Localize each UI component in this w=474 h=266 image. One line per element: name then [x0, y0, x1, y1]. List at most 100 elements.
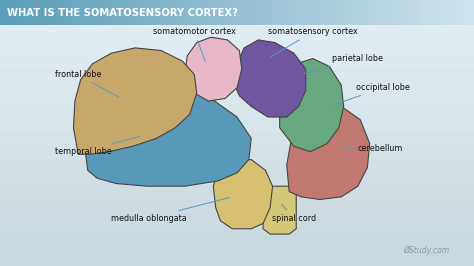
Bar — [199, 0, 204, 25]
Bar — [280, 0, 284, 25]
Bar — [0, 13, 474, 27]
Bar — [469, 0, 474, 25]
Bar — [152, 0, 156, 25]
Bar — [0, 40, 474, 53]
Bar — [166, 0, 171, 25]
Bar — [194, 0, 199, 25]
Bar — [275, 0, 280, 25]
Bar — [256, 0, 261, 25]
Bar — [128, 0, 133, 25]
Bar — [289, 0, 294, 25]
Bar — [109, 0, 114, 25]
Bar — [180, 0, 185, 25]
Bar — [327, 0, 332, 25]
Bar — [356, 0, 360, 25]
Bar — [171, 0, 175, 25]
Text: medulla oblongata: medulla oblongata — [111, 198, 229, 223]
Polygon shape — [213, 160, 273, 229]
Bar — [465, 0, 469, 25]
Polygon shape — [73, 48, 197, 154]
Bar — [374, 0, 379, 25]
Bar — [0, 226, 474, 239]
Bar — [57, 0, 62, 25]
Bar — [33, 0, 38, 25]
Text: spinal cord: spinal cord — [272, 204, 316, 223]
Bar — [47, 0, 52, 25]
Bar — [0, 200, 474, 213]
Bar — [0, 213, 474, 226]
Bar — [0, 133, 474, 146]
Bar — [370, 0, 374, 25]
Bar — [332, 0, 337, 25]
Bar — [360, 0, 365, 25]
Bar — [0, 0, 474, 13]
Bar — [412, 0, 417, 25]
Bar — [237, 0, 242, 25]
Bar — [303, 0, 308, 25]
Bar — [0, 173, 474, 186]
Bar — [142, 0, 147, 25]
Bar — [118, 0, 123, 25]
Bar — [427, 0, 431, 25]
Bar — [123, 0, 128, 25]
Bar — [114, 0, 118, 25]
Bar — [455, 0, 460, 25]
Bar — [0, 93, 474, 106]
Bar — [365, 0, 370, 25]
Text: ØStudy.com: ØStudy.com — [403, 246, 450, 255]
Polygon shape — [287, 106, 370, 200]
Bar — [213, 0, 218, 25]
Bar — [14, 0, 19, 25]
Bar — [0, 160, 474, 173]
Bar — [0, 66, 474, 80]
Bar — [71, 0, 76, 25]
Bar — [318, 0, 322, 25]
Bar — [398, 0, 403, 25]
Text: cerebellum: cerebellum — [344, 144, 403, 153]
Text: occipital lobe: occipital lobe — [332, 83, 410, 106]
Polygon shape — [280, 59, 344, 152]
Polygon shape — [263, 186, 296, 234]
Bar — [137, 0, 142, 25]
Text: temporal lobe: temporal lobe — [55, 136, 139, 156]
Bar — [24, 0, 28, 25]
Bar — [156, 0, 161, 25]
Text: WHAT IS THE SOMATOSENSORY CORTEX?: WHAT IS THE SOMATOSENSORY CORTEX? — [7, 8, 238, 18]
Bar — [337, 0, 341, 25]
Bar — [209, 0, 213, 25]
Bar — [133, 0, 137, 25]
Bar — [161, 0, 166, 25]
Bar — [422, 0, 427, 25]
Bar — [251, 0, 256, 25]
Bar — [322, 0, 327, 25]
Bar — [446, 0, 450, 25]
Bar — [175, 0, 180, 25]
Polygon shape — [84, 85, 251, 186]
Bar — [232, 0, 237, 25]
Text: parietal lobe: parietal lobe — [304, 54, 383, 74]
Bar — [313, 0, 318, 25]
Bar — [246, 0, 251, 25]
Bar — [308, 0, 313, 25]
Bar — [346, 0, 351, 25]
Bar — [185, 0, 190, 25]
Bar — [66, 0, 71, 25]
Bar — [85, 0, 90, 25]
Bar — [5, 0, 9, 25]
Bar — [52, 0, 57, 25]
Bar — [441, 0, 446, 25]
Bar — [62, 0, 66, 25]
Bar — [0, 239, 474, 253]
Bar — [450, 0, 455, 25]
Bar — [242, 0, 246, 25]
Bar — [436, 0, 441, 25]
Bar — [0, 80, 474, 93]
Bar — [431, 0, 436, 25]
Bar — [100, 0, 104, 25]
Text: somatosensory cortex: somatosensory cortex — [268, 27, 358, 57]
Bar — [223, 0, 228, 25]
Bar — [261, 0, 265, 25]
Bar — [393, 0, 398, 25]
Bar — [9, 0, 14, 25]
Bar — [270, 0, 275, 25]
